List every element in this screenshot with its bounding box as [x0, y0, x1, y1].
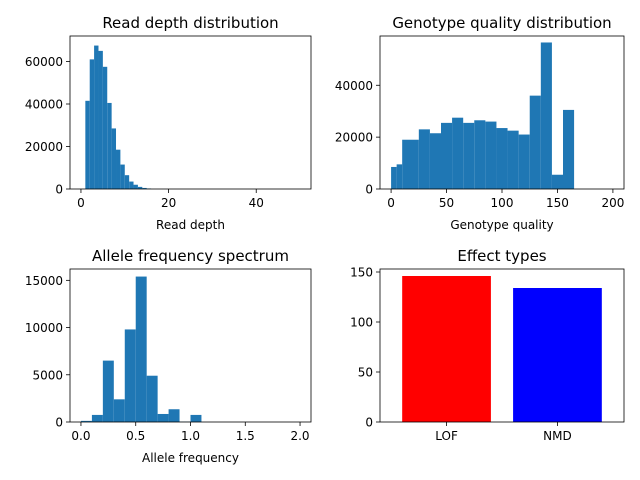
histogram-bar — [137, 186, 143, 190]
histogram-bar — [120, 164, 125, 189]
histogram-bar — [507, 130, 519, 189]
histogram-bar — [190, 414, 202, 422]
x-tick-label: 0 — [387, 196, 395, 210]
histogram-bar — [102, 66, 108, 189]
y-tick-label: 50 — [358, 366, 373, 380]
x-tick-label: 40 — [249, 196, 264, 210]
y-tick-label: 0 — [55, 183, 63, 197]
y-tick-label: 10000 — [25, 321, 63, 335]
x-tick-label: 2.0 — [290, 429, 309, 443]
x-axis-label: Genotype quality — [450, 218, 553, 232]
histogram-bar — [391, 166, 397, 189]
bar-nmd — [513, 288, 602, 422]
x-tick-label: 1.5 — [236, 429, 255, 443]
chart-panel-1: 0 20 40 0 20000 40000 60000 Read depth distribu… — [25, 14, 312, 232]
x-tick-label: 0 — [77, 196, 85, 210]
x-tick-label: LOF — [435, 429, 458, 443]
histogram-bar — [124, 329, 136, 422]
x-tick-label: 100 — [491, 196, 514, 210]
x-tick-label: 50 — [439, 196, 454, 210]
histogram-bar — [563, 109, 575, 189]
y-tick-label: 150 — [350, 266, 373, 280]
y-tick-label: 0 — [365, 416, 373, 430]
histogram-bar — [157, 413, 169, 422]
histogram-bar — [94, 45, 99, 190]
y-tick-label: 40000 — [335, 79, 373, 93]
chart-panel-4: LOF NMD 0 50 100 150 Effect types — [350, 247, 625, 443]
histogram-bar — [107, 102, 112, 189]
axes-frame — [379, 268, 625, 423]
y-tick-label: 40000 — [25, 98, 63, 112]
histogram-bar — [402, 139, 419, 189]
histogram-bar — [91, 414, 103, 422]
histogram-bar — [474, 120, 486, 189]
histogram-bar — [142, 187, 147, 189]
histogram-bar — [168, 409, 180, 422]
histogram-bar — [496, 128, 508, 189]
histogram-bar — [102, 360, 114, 422]
x-tick-label: 20 — [161, 196, 176, 210]
x-tick-label: 200 — [601, 196, 624, 210]
y-tick-label: 0 — [55, 416, 63, 430]
x-tick-label: 0.5 — [126, 429, 145, 443]
chart-panel-3: 0.0 0.5 1.0 1.5 2.0 0 5000 10000 15000 Allele fre… — [25, 247, 312, 465]
y-tick-label: 20000 — [25, 140, 63, 154]
histogram-bar — [452, 117, 464, 189]
x-tick-label: NMD — [543, 429, 572, 443]
chart-title: Effect types — [457, 247, 546, 265]
histogram-bar — [116, 149, 121, 189]
histogram-bar — [113, 399, 125, 422]
chart-title: Allele frequency spectrum — [92, 247, 289, 265]
x-tick-label: 1.0 — [181, 429, 200, 443]
histogram-bar — [540, 42, 552, 190]
histogram-bar — [529, 95, 541, 189]
histogram-bar — [133, 184, 138, 189]
histogram-bar — [85, 100, 90, 189]
x-axis-label: Allele frequency — [142, 451, 239, 465]
x-axis-label: Read depth — [156, 218, 225, 232]
histogram-bar — [146, 375, 158, 422]
histogram-bar — [129, 181, 134, 189]
histogram-bar — [518, 134, 530, 189]
chart-title: Read depth distribution — [102, 14, 278, 32]
histogram-bar — [396, 164, 403, 189]
histogram-bar — [135, 276, 147, 422]
histogram-bar — [551, 174, 563, 189]
axes-frame — [69, 35, 312, 190]
x-tick-label: 0.0 — [71, 429, 90, 443]
histogram-bar — [80, 420, 92, 422]
y-tick-label: 100 — [350, 316, 373, 330]
y-tick-label: 20000 — [335, 131, 373, 145]
histogram-bar — [429, 133, 441, 189]
histogram-bar — [111, 128, 117, 189]
y-tick-label: 0 — [365, 183, 373, 197]
chart-title: Genotype quality distribution — [392, 14, 611, 32]
histogram-bar — [441, 122, 453, 189]
histogram-bar — [98, 50, 103, 190]
chart-panel-2: 0 50 100 150 200 0 20000 40000 Genotype quality … — [335, 14, 625, 232]
histogram-bar — [485, 121, 497, 189]
y-tick-label: 60000 — [25, 55, 63, 69]
histogram-bar — [124, 175, 130, 189]
histogram-bar — [463, 122, 475, 189]
histogram-bar — [418, 129, 430, 189]
histogram-bar — [89, 59, 95, 190]
y-tick-label: 5000 — [32, 368, 63, 382]
y-tick-label: 15000 — [25, 274, 63, 288]
x-tick-label: 150 — [546, 196, 569, 210]
bar-lof — [402, 276, 491, 422]
